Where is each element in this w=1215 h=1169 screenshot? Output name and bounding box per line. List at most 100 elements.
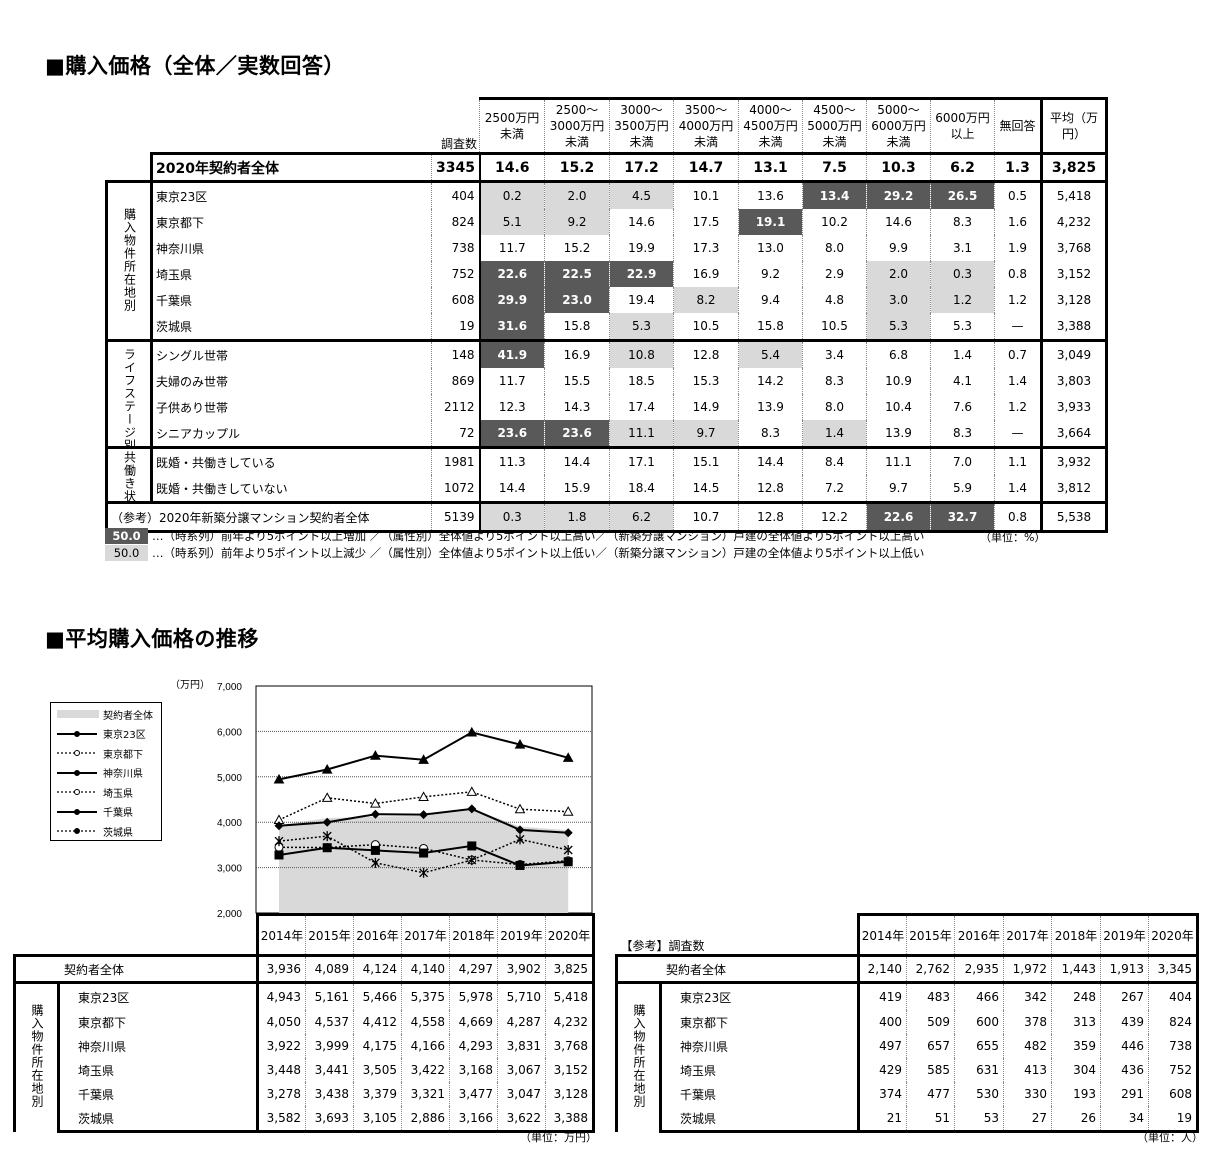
value-cell: 1.2 xyxy=(994,394,1042,420)
value-cell: 4,089 xyxy=(305,954,354,984)
value-cell: 6.8 xyxy=(866,339,931,368)
value-cell: 4,050 xyxy=(256,1010,306,1034)
value-cell: 374 xyxy=(857,1082,907,1106)
row-label: 2020年契約者全体 xyxy=(150,152,432,183)
table-row: 購入物件所在地別 東京23区 4,943 5,161 5,466 5,375 5,978 5,… xyxy=(13,982,595,1132)
value-cell: 10.1 xyxy=(673,180,739,209)
value-cell: 400 xyxy=(857,1010,907,1034)
value-cell: 2,140 xyxy=(857,954,907,984)
legend-label: 東京都下 xyxy=(103,749,143,761)
value-cell: 3,505 xyxy=(353,1058,402,1082)
chart-legend: 契約者全体 東京23区 東京都下 神奈川県 埼玉県 千葉県 茨城県 xyxy=(50,702,162,841)
legend-label: 神奈川県 xyxy=(103,769,143,780)
value-cell: 0.7 xyxy=(994,339,1042,368)
value-cell: 530 xyxy=(954,1082,1004,1106)
value-cell: 7.6 xyxy=(930,394,995,420)
value-cell: 466 xyxy=(954,982,1004,1010)
legend-item: 契約者全体 xyxy=(57,706,153,722)
legend-label: 契約者全体 xyxy=(103,710,153,722)
row-label: 埼玉県 xyxy=(680,1063,717,1078)
column-header: 無回答 xyxy=(994,97,1042,154)
blank-cell xyxy=(15,915,258,956)
row-count: 1072 xyxy=(431,475,481,503)
group-label-cell: 共働き状況別 xyxy=(105,446,152,503)
value-cell: 439 xyxy=(1100,1010,1149,1034)
header-row: 【参考】調査数 2014年 2015年 2016年 2017年 2018年 2019年 202… xyxy=(617,913,1200,956)
table-row: 茨城県 21 51 53 27 26 34 19 xyxy=(617,1106,1200,1133)
year-header: 2019年 xyxy=(497,913,546,956)
value-cell: 738 xyxy=(1148,1034,1200,1058)
value-cell: 12.8 xyxy=(673,339,739,368)
value-cell: 585 xyxy=(906,1058,955,1082)
value-cell: 8.3 xyxy=(738,420,803,448)
row-label: 東京23区 xyxy=(680,990,732,1005)
value-cell: 1.4 xyxy=(802,420,867,448)
value-cell: 1.9 xyxy=(994,235,1042,261)
value-cell: 1,443 xyxy=(1051,954,1101,984)
value-cell: 10.2 xyxy=(802,209,867,235)
blank-cell xyxy=(107,154,152,182)
all-row: 契約者全体 2,140 2,762 2,935 1,972 1,443 1,913 3,345 xyxy=(614,954,1200,984)
table-row: 神奈川県 3,922 3,999 4,175 4,166 4,293 3,831 3,768 xyxy=(15,1034,595,1058)
legend-label: 茨城県 xyxy=(103,827,133,839)
value-cell: 11.3 xyxy=(479,446,545,475)
year-header: 2014年 xyxy=(256,913,306,956)
value-cell: 631 xyxy=(954,1058,1004,1082)
row-label: 埼玉県 xyxy=(78,1063,115,1078)
value-cell: 27 xyxy=(1003,1106,1052,1133)
column-header: 5000～6000万円未満 xyxy=(866,97,931,154)
legend-item: 埼玉県 xyxy=(57,784,133,800)
data-point xyxy=(321,792,333,802)
value-cell: — xyxy=(994,313,1042,341)
row-count: 5139 xyxy=(431,501,481,533)
value-cell: 11.7 xyxy=(479,368,545,394)
value-cell: 5,418 xyxy=(1040,180,1108,209)
value-cell: 2,762 xyxy=(906,954,955,984)
value-cell: 3,388 xyxy=(545,1106,595,1133)
value-cell: 330 xyxy=(1003,1082,1052,1106)
value-cell: 26.5 xyxy=(930,180,995,209)
value-cell: 31.6 xyxy=(479,313,545,341)
value-cell: 3,422 xyxy=(401,1058,450,1082)
row-label: 神奈川県 xyxy=(78,1039,127,1054)
value-cell: 13.4 xyxy=(802,180,867,209)
value-cell: 304 xyxy=(1051,1058,1101,1082)
value-cell: 608 xyxy=(1148,1082,1200,1106)
value-cell: 3,812 xyxy=(1040,475,1108,503)
value-cell: 22.9 xyxy=(609,261,674,287)
row-count: 2112 xyxy=(431,394,481,420)
year-header: 2016年 xyxy=(954,913,1004,956)
table-row: 東京都下 400 509 600 378 313 439 824 xyxy=(617,1010,1200,1034)
group-label-cell: 購入物件所在地別 xyxy=(105,180,152,341)
value-cell: 3,825 xyxy=(1040,152,1108,183)
table-row: ライフステージ別 シングル世帯 148 41.9 16.9 10.8 12.8 5.4 3.4 6… xyxy=(105,339,1108,448)
value-cell: 14.6 xyxy=(609,209,674,235)
value-cell: 16.9 xyxy=(673,261,739,287)
value-cell: 436 xyxy=(1100,1058,1149,1082)
row-label: シングル世帯 xyxy=(150,339,432,368)
data-point xyxy=(418,754,429,764)
value-cell: 3,345 xyxy=(1148,954,1200,984)
value-cell: 1.1 xyxy=(994,446,1042,475)
value-cell: 3,922 xyxy=(256,1034,306,1058)
value-cell: — xyxy=(994,420,1042,448)
value-cell: 12.8 xyxy=(738,475,803,503)
row-count: 1981 xyxy=(431,446,481,475)
data-point xyxy=(466,786,478,796)
unit-manyen: （単位：万円） xyxy=(520,1131,597,1144)
value-cell: 13.0 xyxy=(738,235,803,261)
row-count: 19 xyxy=(431,313,481,341)
data-point xyxy=(370,857,380,868)
value-cell: 4,287 xyxy=(497,1010,546,1034)
legend-text-down: …（時系列）前年より5ポイント以上減少 ／（属性別）全体値より5ポイント以上低い… xyxy=(152,546,925,560)
data-point xyxy=(515,860,525,870)
value-cell: 3,831 xyxy=(497,1034,546,1058)
legend-swatch xyxy=(57,828,97,834)
value-cell: 3.0 xyxy=(866,287,931,313)
group-label: 購入物件所在地別 xyxy=(632,1004,646,1109)
value-cell: 8.3 xyxy=(930,420,995,448)
data-point xyxy=(563,844,573,855)
value-cell: 5.9 xyxy=(930,475,995,503)
column-header: 4500～5000万円未満 xyxy=(802,97,867,154)
survey-count-table: 【参考】調査数 2014年 2015年 2016年 2017年 2018年 2019年 202… xyxy=(614,913,1200,1133)
